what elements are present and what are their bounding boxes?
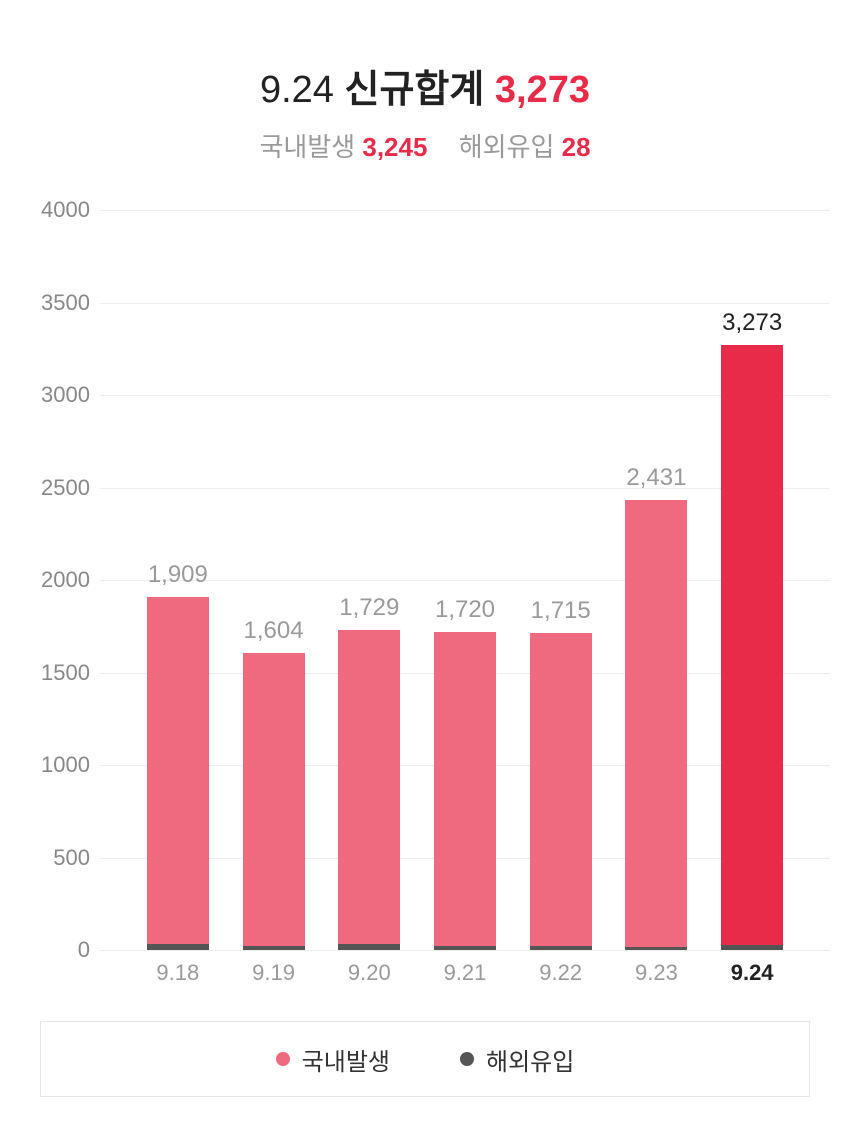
bar: 3,273 [721,345,783,951]
bar-value-label: 2,431 [576,464,736,492]
domestic-label: 국내발생 [259,132,355,162]
x-axis-label: 9.18 [156,960,199,986]
legend-dot-icon [276,1052,290,1066]
chart-header: 9.24 신규합계 3,273 국내발생 3,245 해외유입 28 [0,58,850,164]
chart-area: 1,9091,6041,7291,7201,7152,4313,273 0500… [10,190,840,1000]
bar-segment-foreign [625,947,687,950]
y-axis-label: 4000 [41,197,90,223]
bar-segment-domestic [434,632,496,950]
legend-label: 해외유입 [486,1042,574,1077]
bar: 2,431 [625,500,687,950]
bar-segment-foreign [147,944,209,950]
bar-segment-domestic [338,630,400,950]
x-axis-label: 9.23 [635,960,678,986]
domestic-value: 3,245 [362,132,427,162]
y-axis-label: 500 [53,845,90,871]
x-axis-label: 9.21 [444,960,487,986]
foreign-value: 28 [562,132,591,162]
bar-segment-foreign [243,946,305,950]
legend-dot-icon [460,1052,474,1066]
x-axis-label: 9.20 [348,960,391,986]
bar-segment-domestic [147,597,209,950]
bar-segment-domestic [243,653,305,950]
chart-subtitle: 국내발생 3,245 해외유입 28 [0,127,850,164]
y-axis-label: 1500 [41,660,90,686]
bar-segment-foreign [338,944,400,950]
legend-label: 국내발생 [302,1042,390,1077]
title-total-value: 3,273 [495,69,590,111]
bar: 1,729 [338,630,400,950]
bar-segment-foreign [721,945,783,950]
chart-container: 9.24 신규합계 3,273 국내발생 3,245 해외유입 28 1,909… [0,0,850,1139]
x-axis-label: 9.24 [731,960,774,986]
y-axis-label: 3000 [41,382,90,408]
bar-segment-foreign [434,946,496,950]
foreign-label: 해외유입 [459,132,555,162]
bar-segment-domestic [530,633,592,950]
bar-value-label: 1,715 [481,597,641,625]
x-axis-label: 9.19 [252,960,295,986]
gridline [100,210,830,211]
x-axis-label: 9.22 [539,960,582,986]
bar-segment-foreign [530,946,592,950]
bar: 1,715 [530,633,592,950]
y-axis-label: 2500 [41,475,90,501]
title-label: 신규합계 [345,69,485,111]
y-axis-label: 1000 [41,752,90,778]
bar-value-label: 3,273 [672,309,832,337]
legend-item-domestic: 국내발생 [276,1042,390,1077]
bar: 1,604 [243,653,305,950]
chart-legend: 국내발생 해외유입 [40,1021,810,1097]
bar: 1,720 [434,632,496,950]
y-axis-label: 3500 [41,290,90,316]
bar-segment-domestic [625,500,687,950]
y-axis-label: 0 [78,937,90,963]
gridline [100,950,830,951]
bar: 1,909 [147,597,209,950]
title-date: 9.24 [260,69,334,111]
legend-item-foreign: 해외유입 [460,1042,574,1077]
gridline [100,303,830,304]
chart-title: 9.24 신규합계 3,273 [0,58,850,113]
bar-value-label: 1,909 [98,561,258,589]
y-axis-label: 2000 [41,567,90,593]
chart-plot: 1,9091,6041,7291,7201,7152,4313,273 [100,210,830,950]
bar-segment-domestic [721,345,783,951]
